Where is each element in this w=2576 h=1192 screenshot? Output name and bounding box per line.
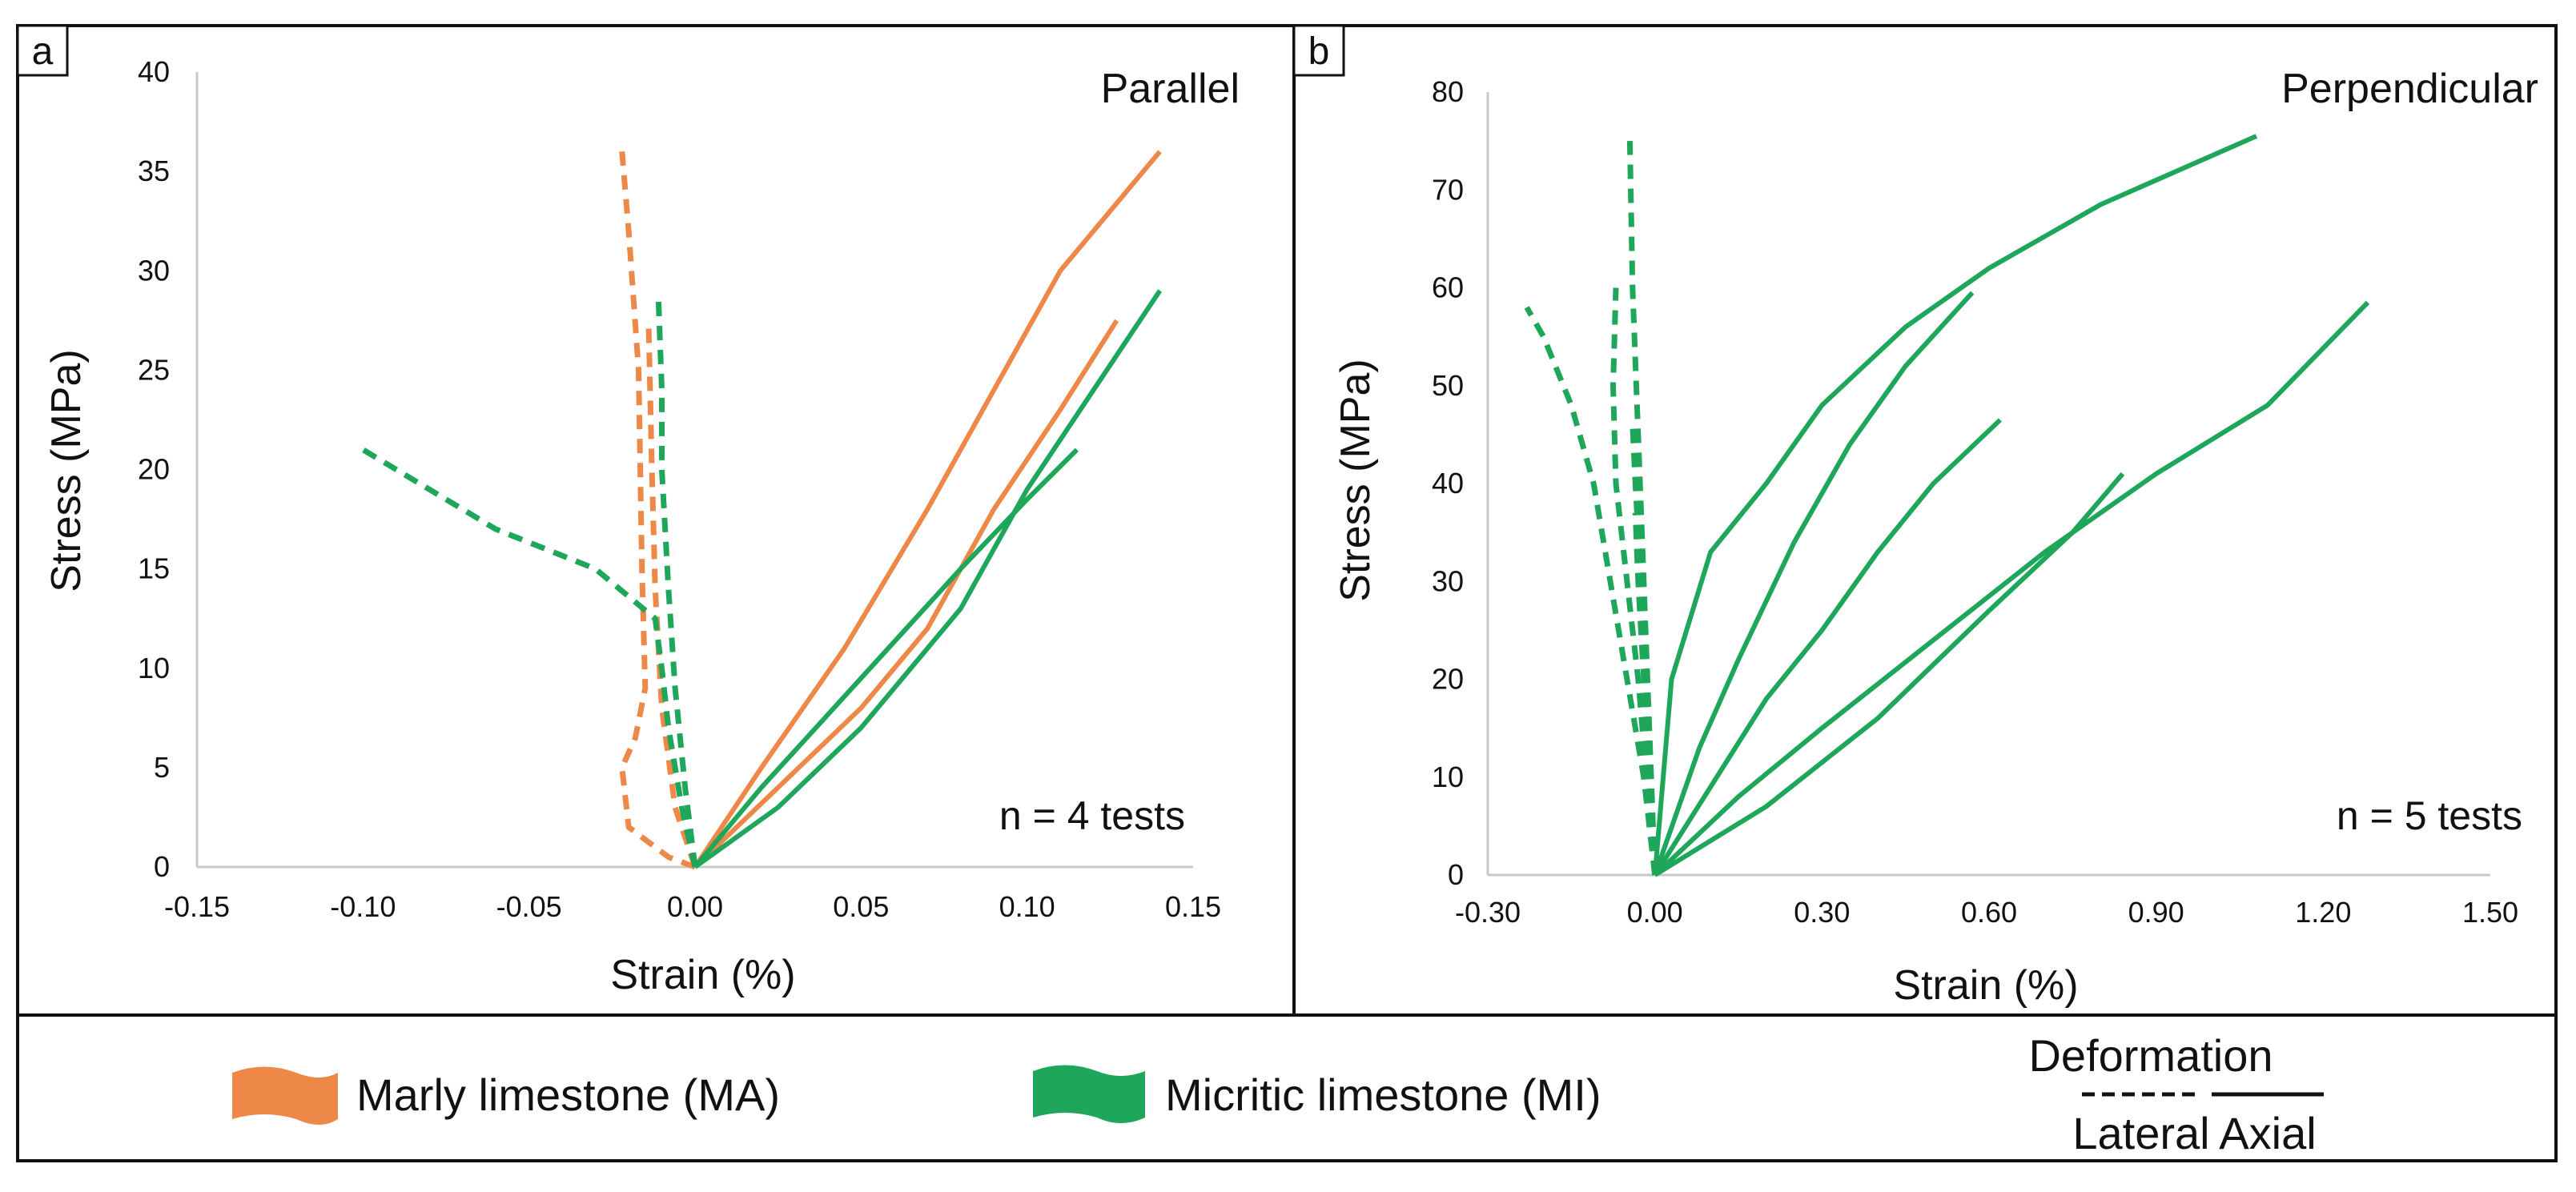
panel-a-y-axis-title: Stress (MPa) [43, 349, 90, 592]
series-line-mi-lateral-10 [1632, 512, 1658, 876]
y-tick-label: 60 [1432, 271, 1464, 304]
series-line-ma-lateral-4 [645, 320, 698, 869]
x-tick-label: 1.20 [2295, 896, 2351, 929]
series-line-mi-axial-4 [1653, 300, 2370, 877]
y-tick-label: 10 [1432, 761, 1464, 793]
series-line-ma-axial-1 [693, 150, 1162, 869]
panel-a-series [361, 150, 1162, 870]
series-line-mi-lateral-8 [655, 300, 698, 868]
panel-a-label-box [16, 24, 69, 77]
figure-frame [16, 24, 2558, 1162]
panel-a-y-tick-labels: 0 5 10 15 20 25 30 35 40 [138, 55, 170, 883]
x-tick-label: 0.60 [1961, 896, 2017, 929]
panel-a-annotation: n = 4 tests [999, 793, 1185, 838]
x-tick-label: 1.50 [2462, 896, 2518, 929]
x-tick-label: 0.15 [1165, 890, 1221, 923]
y-tick-label: 0 [154, 850, 170, 883]
x-tick-label: 0.00 [1627, 896, 1683, 929]
panel-b-x-tick-labels: -0.30 0.00 0.30 0.60 0.90 1.20 1.50 [1455, 896, 2518, 929]
panel-a-title: Parallel [1101, 66, 1240, 112]
x-tick-label: -0.10 [330, 890, 396, 923]
legend-mi-label: Micritic limestone (MI) [1165, 1070, 1601, 1120]
legend-ma-swatch [232, 1066, 338, 1125]
panel-b-title: Perpendicular [2281, 66, 2538, 112]
series-line-mi-axial-5 [693, 289, 1162, 869]
panel-b-label: b [1308, 30, 1330, 73]
y-tick-label: 40 [138, 55, 170, 88]
series-line-ma-lateral-3 [619, 151, 697, 870]
y-tick-label: 0 [1448, 858, 1464, 891]
series-line-mi-lateral-6 [1524, 306, 1658, 876]
series-line-mi-axial-6 [693, 448, 1079, 869]
legend-mi-swatch [1033, 1065, 1145, 1123]
x-tick-label: 0.00 [667, 890, 723, 923]
legend-deformation-label: Deformation [2028, 1030, 2273, 1081]
panel-b-y-axis-title: Stress (MPa) [1332, 359, 1379, 601]
series-line-ma-axial-2 [693, 319, 1119, 869]
x-tick-label: 0.30 [1794, 896, 1850, 929]
y-tick-label: 35 [138, 155, 170, 187]
y-tick-label: 80 [1432, 75, 1464, 108]
panel-b-label-box [1292, 24, 1345, 77]
x-tick-label: 0.05 [833, 890, 889, 923]
panel-a-x-axis-title: Strain (%) [610, 952, 795, 998]
y-tick-label: 30 [1432, 564, 1464, 597]
panel-a-label: a [32, 30, 54, 73]
series-line-mi-axial-3 [1653, 418, 2002, 877]
x-tick-label: -0.15 [164, 890, 230, 923]
y-tick-label: 20 [138, 453, 170, 486]
y-tick-label: 25 [138, 353, 170, 386]
x-tick-label: -0.30 [1455, 896, 1521, 929]
panel-b-annotation: n = 5 tests [2337, 793, 2522, 838]
legend: Marly limestone (MA) Micritic limestone … [232, 1030, 2324, 1158]
y-tick-label: 30 [138, 254, 170, 287]
y-tick-label: 70 [1432, 173, 1464, 206]
legend-ma-label: Marly limestone (MA) [356, 1070, 780, 1120]
panel-b: b Perpendicular n = 5 tests 0 10 20 30 40 50 6… [1292, 24, 2538, 1009]
panel-b-y-tick-labels: 0 10 20 30 40 50 60 70 80 [1432, 75, 1464, 891]
panel-b-x-axis-title: Strain (%) [1893, 962, 2078, 1009]
x-tick-label: -0.05 [496, 890, 562, 923]
y-tick-label: 50 [1432, 369, 1464, 402]
legend-lateral-label: Lateral [2072, 1108, 2209, 1158]
series-line-mi-lateral-7 [361, 447, 698, 868]
series-line-mi-axial-1 [1652, 134, 2258, 876]
x-tick-label: 0.90 [2128, 896, 2184, 929]
y-tick-label: 20 [1432, 663, 1464, 696]
legend-axial-label: Axial [2219, 1108, 2316, 1158]
panel-b-series [1524, 134, 2370, 877]
series-line-mi-axial-2 [1652, 291, 1975, 876]
y-tick-label: 40 [1432, 467, 1464, 500]
x-tick-label: 0.10 [999, 890, 1055, 923]
y-tick-label: 10 [138, 652, 170, 684]
series-line-mi-lateral-7 [1610, 287, 1658, 876]
y-tick-label: 15 [138, 552, 170, 585]
series-line-mi-axial-5 [1654, 472, 2125, 877]
panel-a: a Parallel n = 4 tests 0510152025303540 … [16, 24, 1240, 998]
panel-a-x-tick-labels: -0.15 -0.10 -0.05 0.00 0.05 0.10 0.15 [164, 890, 1221, 923]
y-tick-label: 5 [154, 751, 170, 784]
